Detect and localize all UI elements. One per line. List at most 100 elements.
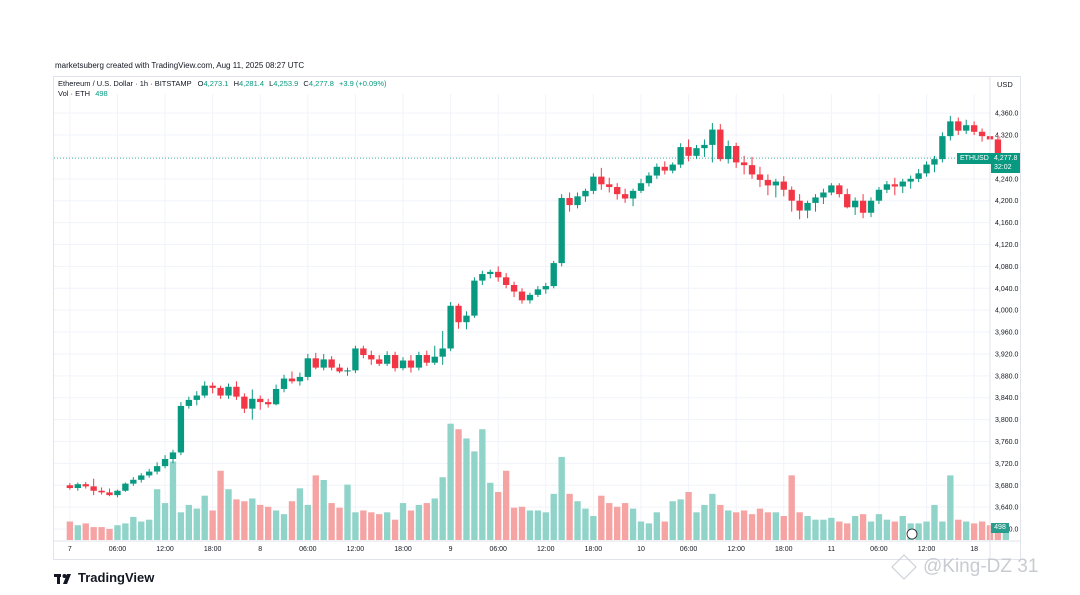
volume-bar xyxy=(939,521,946,540)
y-tick-label: 3,840.0 xyxy=(995,395,1018,402)
y-tick-label: 4,160.0 xyxy=(995,220,1018,227)
candle-body xyxy=(867,200,875,213)
candle-body xyxy=(201,385,208,396)
currency-label[interactable]: USD xyxy=(997,80,1013,89)
candle-body xyxy=(558,197,565,264)
volume-bar xyxy=(614,506,621,540)
volume-bar xyxy=(693,512,700,540)
candle-body xyxy=(828,185,835,193)
volume-bar xyxy=(661,521,668,540)
high-label: H xyxy=(233,79,239,88)
volume-bar xyxy=(709,493,716,540)
candle-body xyxy=(74,484,81,489)
x-tick-label: 06:00 xyxy=(109,546,127,553)
candle-body xyxy=(859,200,867,213)
candle-body xyxy=(225,386,232,396)
candle-body xyxy=(717,129,724,160)
volume-bar xyxy=(764,512,772,540)
candle-body xyxy=(812,197,819,203)
candle-body xyxy=(732,145,740,163)
last-price: 4,277.8 xyxy=(994,155,1018,163)
volume-bar xyxy=(558,456,565,540)
volume-bar xyxy=(98,527,105,540)
bar-countdown: 32:02 xyxy=(994,164,1012,172)
tradingview-logo[interactable]: TradingView xyxy=(54,570,154,585)
volume-bar xyxy=(336,507,343,540)
y-tick-label: 3,880.0 xyxy=(995,373,1018,380)
volume-bar xyxy=(177,512,185,540)
volume-bar xyxy=(915,523,922,540)
x-tick-label: 18 xyxy=(970,546,978,553)
high-value: 4,281.4 xyxy=(239,79,265,88)
candle-body xyxy=(661,166,668,171)
y-tick-label: 4,240.0 xyxy=(995,176,1018,183)
volume-bar xyxy=(352,512,359,540)
volume-bar xyxy=(891,521,898,540)
volume-bar xyxy=(931,504,938,540)
candle-body xyxy=(487,271,494,275)
candle-body xyxy=(931,159,938,165)
volume-bar xyxy=(304,504,312,540)
candle-body xyxy=(66,485,74,489)
volume-bar xyxy=(312,475,319,540)
candle-body xyxy=(883,184,891,190)
candle-body xyxy=(399,360,407,369)
candle-body xyxy=(947,121,954,137)
candle-body xyxy=(978,131,986,137)
chart-panel[interactable] xyxy=(53,76,1021,560)
candle-body xyxy=(804,202,811,211)
candle-body xyxy=(90,486,97,491)
volume-bar xyxy=(717,504,724,540)
candle-body xyxy=(740,162,748,166)
volume-value: 498 xyxy=(95,89,108,98)
volume-bar xyxy=(495,492,502,540)
candle-body xyxy=(994,139,1002,155)
watermark-diamond-icon xyxy=(891,554,917,580)
open-label: O xyxy=(197,79,204,88)
y-tick-label: 3,640.0 xyxy=(995,505,1018,512)
volume-bar xyxy=(812,519,819,540)
scroll-to-realtime-icon xyxy=(906,528,918,540)
volume-bar xyxy=(74,525,81,540)
candle-body xyxy=(875,189,883,201)
y-tick-label: 3,800.0 xyxy=(995,417,1018,424)
candle-body xyxy=(510,284,518,292)
candle-body xyxy=(185,399,193,406)
candle-body xyxy=(955,121,962,131)
volume-bar xyxy=(574,501,581,540)
candle-body xyxy=(495,271,502,278)
candle-body xyxy=(98,490,105,493)
chart-legend: Ethereum / U.S. Dollar · 1h · BITSTAMP O… xyxy=(58,79,387,99)
candle-body xyxy=(217,387,224,396)
y-tick-label: 4,040.0 xyxy=(995,286,1018,293)
y-tick-label: 4,120.0 xyxy=(995,242,1018,249)
volume-bar xyxy=(756,508,764,540)
candle-body xyxy=(542,286,549,290)
candle-body xyxy=(756,174,764,180)
volume-bar xyxy=(994,527,1002,540)
candle-body xyxy=(701,144,708,149)
volume-bar xyxy=(487,482,494,540)
candle-body xyxy=(336,367,343,372)
candle-body xyxy=(780,181,787,190)
volume-label: Vol · ETH xyxy=(58,89,91,98)
candle-body xyxy=(312,358,319,368)
candle-body xyxy=(518,291,526,301)
candle-body xyxy=(621,194,629,199)
close-label: C xyxy=(303,79,309,88)
candle-body xyxy=(685,147,692,156)
y-tick-label: 3,960.0 xyxy=(995,330,1018,337)
candle-body xyxy=(106,492,113,496)
candle-body xyxy=(479,274,486,281)
x-tick-label: 12:00 xyxy=(347,546,365,553)
volume-bar xyxy=(463,438,470,540)
y-tick-label: 3,920.0 xyxy=(995,351,1018,358)
volume-bar xyxy=(875,514,883,540)
volume-bar xyxy=(471,451,478,540)
candle-body xyxy=(391,355,399,369)
volume-bar xyxy=(740,510,748,540)
candle-body xyxy=(368,355,375,360)
volume-bar xyxy=(629,508,637,540)
volume-bar xyxy=(383,512,391,540)
